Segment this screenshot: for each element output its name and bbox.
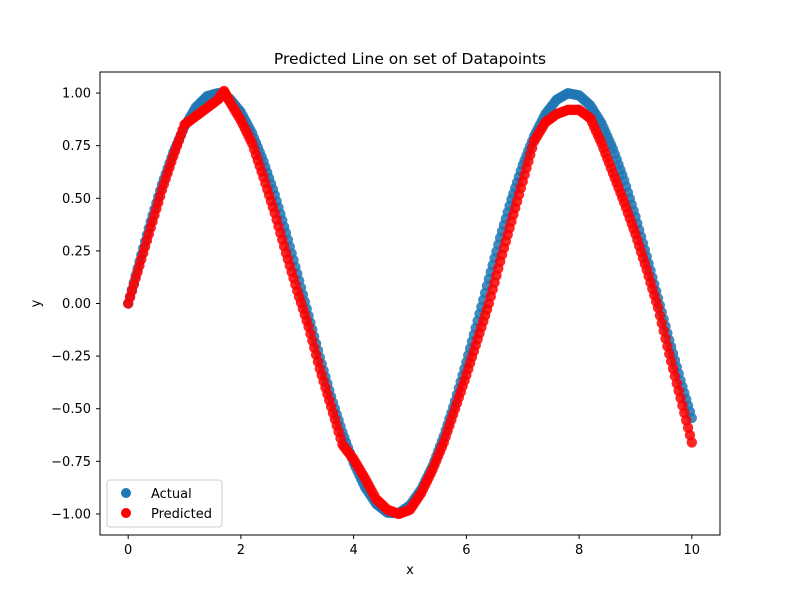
y-tick-label: −1.00 bbox=[51, 507, 91, 522]
y-tick-label: −0.75 bbox=[51, 455, 91, 470]
y-tick-label: 0.00 bbox=[62, 297, 91, 312]
legend: Actual Predicted bbox=[106, 479, 223, 528]
legend-label-predicted: Predicted bbox=[151, 507, 212, 522]
points-layer bbox=[122, 85, 698, 520]
x-tick-label: 8 bbox=[575, 543, 583, 558]
chart-title: Predicted Line on set of Datapoints bbox=[274, 50, 546, 68]
x-axis-label: x bbox=[406, 563, 414, 578]
x-tick-label: 4 bbox=[349, 543, 357, 558]
point-predicted bbox=[686, 437, 698, 448]
legend-marker-actual bbox=[121, 488, 131, 498]
y-tick-label: 1.00 bbox=[62, 87, 91, 102]
y-tick-label: 0.50 bbox=[62, 192, 91, 207]
x-ticks: 0 2 4 6 8 10 bbox=[124, 535, 700, 558]
legend-marker-predicted bbox=[121, 508, 131, 518]
x-tick-label: 0 bbox=[124, 543, 132, 558]
y-tick-label: 0.75 bbox=[62, 139, 91, 154]
y-ticks: −1.00 −0.75 −0.50 −0.25 0.00 0.25 0.50 0.75 1.00 bbox=[51, 87, 100, 522]
legend-box bbox=[106, 479, 223, 528]
y-tick-label: −0.50 bbox=[51, 402, 91, 417]
y-tick-label: −0.25 bbox=[51, 350, 91, 365]
x-tick-label: 10 bbox=[684, 543, 701, 558]
x-tick-label: 6 bbox=[462, 543, 470, 558]
x-tick-label: 2 bbox=[237, 543, 245, 558]
y-axis-label: y bbox=[29, 299, 44, 307]
y-tick-label: 0.25 bbox=[62, 244, 91, 259]
legend-label-actual: Actual bbox=[151, 487, 192, 502]
series-predicted bbox=[122, 85, 698, 520]
